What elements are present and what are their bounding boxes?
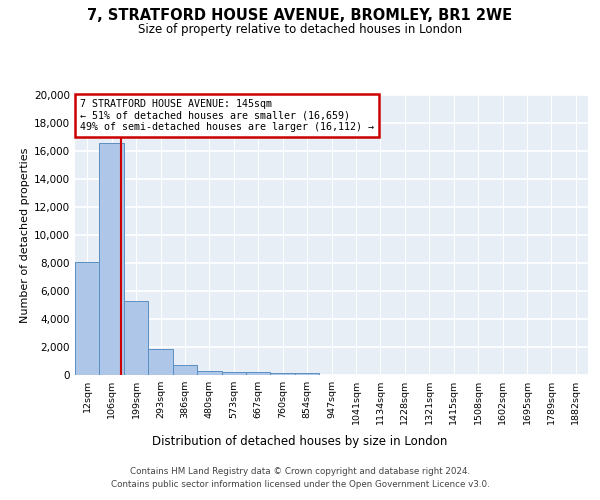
- Text: 7, STRATFORD HOUSE AVENUE, BROMLEY, BR1 2WE: 7, STRATFORD HOUSE AVENUE, BROMLEY, BR1 …: [88, 8, 512, 22]
- Bar: [246, 372, 271, 375]
- Text: Contains HM Land Registry data © Crown copyright and database right 2024.: Contains HM Land Registry data © Crown c…: [130, 468, 470, 476]
- Bar: [124, 301, 148, 375]
- Bar: [75, 262, 100, 375]
- Bar: [295, 373, 319, 375]
- Text: 7 STRATFORD HOUSE AVENUE: 145sqm
← 51% of detached houses are smaller (16,659)
4: 7 STRATFORD HOUSE AVENUE: 145sqm ← 51% o…: [80, 99, 374, 132]
- Text: Contains public sector information licensed under the Open Government Licence v3: Contains public sector information licen…: [110, 480, 490, 489]
- Text: Size of property relative to detached houses in London: Size of property relative to detached ho…: [138, 22, 462, 36]
- Bar: [271, 372, 295, 375]
- Bar: [148, 349, 173, 375]
- Bar: [100, 142, 124, 375]
- Text: Distribution of detached houses by size in London: Distribution of detached houses by size …: [152, 435, 448, 448]
- Bar: [173, 365, 197, 375]
- Y-axis label: Number of detached properties: Number of detached properties: [20, 148, 30, 322]
- Bar: [221, 372, 246, 375]
- Bar: [197, 371, 221, 375]
